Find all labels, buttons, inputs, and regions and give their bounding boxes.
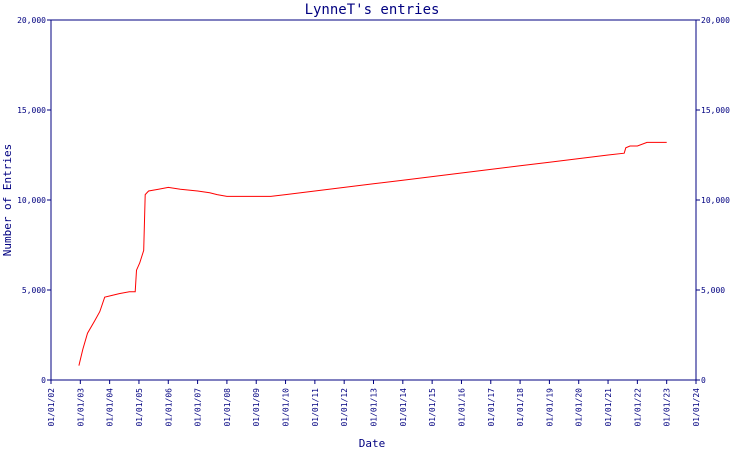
x-ticks: 01/01/02 01/01/03 01/01/04 01/01/05 01/01/06… (47, 380, 701, 427)
x-tick-label: 01/01/15 (428, 388, 437, 427)
left-y-tick-label: 0 (41, 376, 46, 385)
left-y-tick-label: 5,000 (22, 286, 46, 295)
right-y-tick-label: 10,000 (701, 196, 730, 205)
x-tick-label: 01/01/09 (252, 388, 261, 427)
x-tick-label: 01/01/02 (47, 388, 56, 427)
x-tick-label: 01/01/20 (575, 388, 584, 427)
left-y-tick-label: 10,000 (17, 196, 46, 205)
x-tick-label: 01/01/21 (604, 388, 613, 427)
x-tick-label: 01/01/19 (545, 388, 554, 427)
x-tick-label: 01/01/22 (633, 388, 642, 427)
x-tick-label: 01/01/06 (164, 388, 173, 427)
x-tick-label: 01/01/13 (370, 388, 379, 427)
right-y-tick-label: 5,000 (701, 286, 725, 295)
right-y-ticks: 0 5,000 10,000 15,000 20,000 (696, 16, 730, 385)
series-group (78, 141, 667, 366)
x-tick-label: 01/01/18 (516, 388, 525, 427)
right-y-tick-label: 0 (701, 376, 706, 385)
x-tick-label: 01/01/04 (106, 388, 115, 427)
x-tick-label: 01/01/11 (311, 388, 320, 427)
x-tick-label: 01/01/16 (457, 388, 466, 427)
chart-title: LynneT's entries (305, 2, 440, 18)
x-tick-label: 01/01/23 (663, 388, 672, 427)
x-tick-label: 01/01/17 (487, 388, 496, 427)
right-y-tick-label: 20,000 (701, 16, 730, 25)
left-y-ticks: 0 5,000 10,000 15,000 20,000 (17, 16, 51, 385)
x-tick-label: 01/01/10 (282, 388, 291, 427)
x-tick-label: 01/01/12 (340, 388, 349, 427)
y-axis-label: Number of Entries (1, 144, 14, 257)
x-tick-label: 01/01/07 (194, 388, 203, 427)
plot-axes (50, 19, 697, 381)
x-tick-label: 01/01/14 (399, 388, 408, 427)
series-line (78, 141, 667, 366)
left-y-tick-label: 20,000 (17, 16, 46, 25)
x-tick-label: 01/01/08 (223, 388, 232, 427)
x-tick-label: 01/01/05 (135, 388, 144, 427)
left-y-tick-label: 15,000 (17, 106, 46, 115)
x-tick-label: 01/01/24 (692, 388, 701, 427)
x-tick-label: 01/01/03 (76, 388, 85, 427)
x-axis-label: Date (359, 437, 386, 450)
right-y-tick-label: 15,000 (701, 106, 730, 115)
